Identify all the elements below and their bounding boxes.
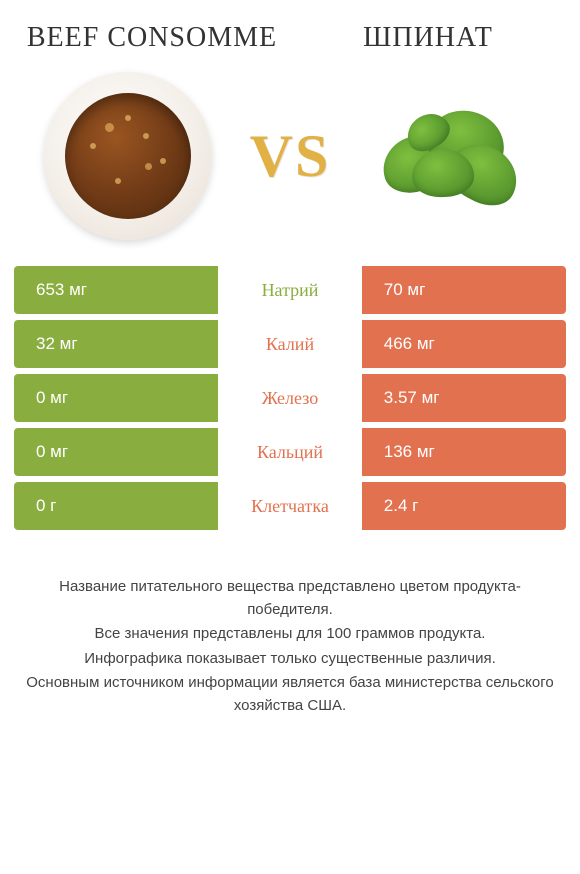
footer-line: Все значения представлены для 100 граммо… <box>20 623 560 646</box>
left-product-title: Beef consomme <box>14 22 290 54</box>
right-value: 70 мг <box>362 266 566 314</box>
table-row: 0 гКлетчатка2.4 г <box>14 482 566 530</box>
right-product-title: Шпинат <box>290 22 566 54</box>
left-product-image <box>14 72 242 240</box>
footer-line: Основным источником информации является … <box>20 672 560 717</box>
table-row: 0 мгЖелезо3.57 мг <box>14 374 566 422</box>
table-row: 0 мгКальций136 мг <box>14 428 566 476</box>
left-value: 0 мг <box>14 374 218 422</box>
nutrient-label: Калий <box>218 320 362 368</box>
table-row: 653 мгНатрий70 мг <box>14 266 566 314</box>
spinach-icon <box>372 101 532 211</box>
right-value: 136 мг <box>362 428 566 476</box>
header: Beef consomme Шпинат <box>14 22 566 54</box>
footer-line: Инфографика показывает только существенн… <box>20 648 560 671</box>
right-value: 3.57 мг <box>362 374 566 422</box>
right-value: 2.4 г <box>362 482 566 530</box>
image-row: VS <box>14 72 566 240</box>
right-value: 466 мг <box>362 320 566 368</box>
left-value: 0 мг <box>14 428 218 476</box>
comparison-table: 653 мгНатрий70 мг 32 мгКалий466 мг 0 мгЖел… <box>14 266 566 530</box>
right-product-image <box>338 101 566 211</box>
nutrient-label: Кальций <box>218 428 362 476</box>
footer-notes: Название питательного вещества представл… <box>14 576 566 717</box>
footer-line: Название питательного вещества представл… <box>20 576 560 621</box>
left-value: 0 г <box>14 482 218 530</box>
table-row: 32 мгКалий466 мг <box>14 320 566 368</box>
soup-bowl-icon <box>44 72 212 240</box>
vs-label: VS <box>242 122 339 191</box>
left-value: 653 мг <box>14 266 218 314</box>
nutrient-label: Клетчатка <box>218 482 362 530</box>
left-value: 32 мг <box>14 320 218 368</box>
nutrient-label: Натрий <box>218 266 362 314</box>
nutrient-label: Железо <box>218 374 362 422</box>
